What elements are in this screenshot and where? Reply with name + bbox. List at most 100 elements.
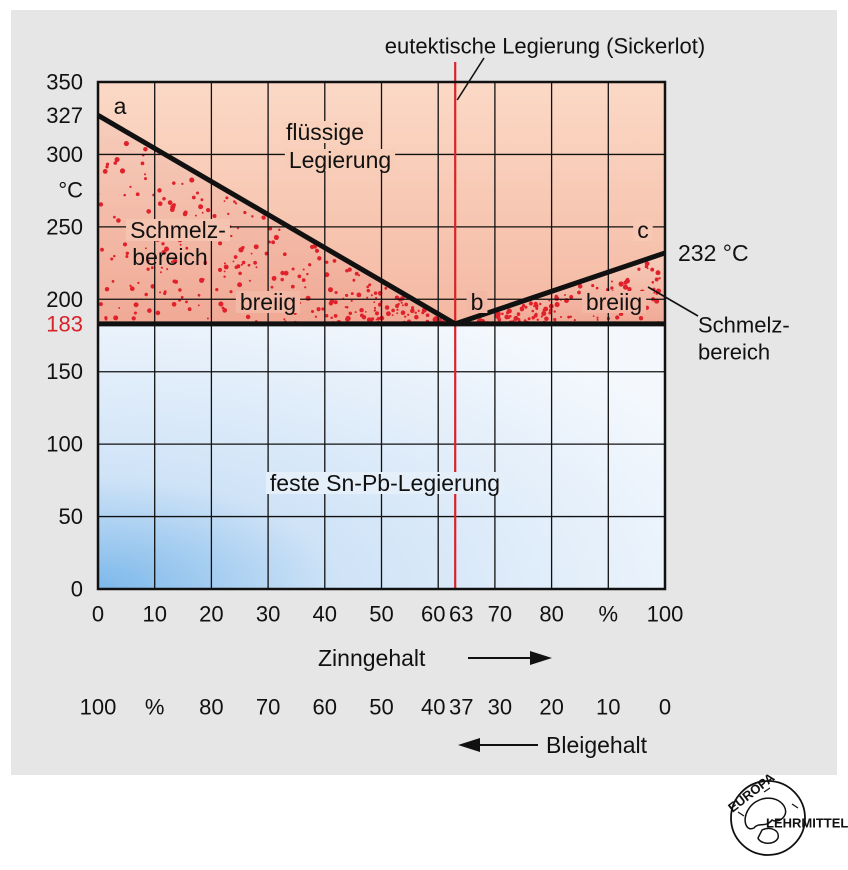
melt-dot [573,318,576,322]
melt-dot [618,281,624,287]
melt-dot [512,319,515,322]
melt-dot [535,307,539,310]
melt-dot [391,308,395,313]
y-tick-label: 0 [71,577,83,602]
melt-dot [596,316,599,319]
melt-dot [242,246,245,249]
melt-dot [333,300,338,305]
melt-dot [198,204,204,210]
melt-dot [113,254,116,258]
label-background [633,219,653,241]
melt-dot [528,301,533,306]
melt-dot [650,267,655,272]
melt-dot [122,242,128,247]
melt-dot [140,161,145,166]
label-background [265,472,505,494]
melt-dot [221,306,225,310]
melt-dot [366,288,371,293]
melt-dot [197,293,201,297]
mushy-left-label: bereich [132,244,207,270]
melt-dot [305,295,311,301]
melt-dot [531,309,535,313]
melt-dot [113,315,119,321]
y-tick-label: 200 [46,287,83,312]
x-tick-label: 30 [256,602,280,627]
x-tick-label: 80 [539,602,563,627]
melt-dot [324,272,330,278]
melt-dot [253,244,259,250]
melt-dot [105,165,109,169]
melt-dot [345,293,349,297]
melt-dot [191,195,196,200]
melt-dot [401,304,404,307]
melt-dot [223,200,226,203]
melt-dot [131,316,136,321]
melt-dot [212,213,217,219]
melt-dot [345,305,349,309]
melt-dot [359,313,364,318]
label-background [284,149,396,171]
axis-titles: Zinngehalt Bleigehalt [318,645,648,758]
melt-dot [133,311,137,315]
melt-dot [163,290,167,294]
melt-dot [189,177,195,183]
melt-dot [161,249,167,255]
x2-axis-arrow-head [458,738,480,752]
melt-dot [375,296,378,300]
melt-dot [172,258,178,264]
melt-dot [111,280,115,283]
liquid-label-text: Legierung [289,147,391,173]
melt-dot [400,301,403,304]
logo-right-text: LEHRMITTEL [766,816,848,831]
melt-dot [386,312,390,315]
melt-dot [144,247,147,250]
mushy-left-label-text: Schmelz- [130,217,226,243]
melt-dot [520,307,525,311]
melt-dot [527,317,531,321]
x2-tick-label: 100 [80,695,117,720]
mushy-right-annotation: Schmelz- [698,313,790,338]
melt-dot [297,274,302,279]
melt-dot [119,168,126,174]
melt-dot [306,272,309,276]
melt-dot [278,228,281,232]
melt-dot [564,294,566,296]
melt-dot [125,251,129,255]
label-background [581,291,647,313]
melt-dot [504,314,510,320]
melt-dot [350,292,354,296]
x-tick-label: 70 [488,602,512,627]
mushy-left-label: Schmelz- [126,217,230,243]
liquid-label: Legierung [284,147,396,173]
point-a-label-text: a [114,93,127,119]
point-b-label-text: b [471,289,484,315]
melt-dot [167,200,173,205]
x2-tick-label: 30 [488,695,512,720]
eutectic-annotation-leader [456,57,485,101]
melt-dot [248,279,251,282]
y-tick-label: 250 [46,214,83,239]
melt-dot [541,311,547,316]
melt-dot [554,318,557,321]
melt-dot [395,305,399,308]
melt-dot [539,302,542,306]
mushy-right-state-label: breiig [581,289,647,315]
melt-dot [227,212,230,216]
melt-dot [366,296,369,299]
melt-dot [241,260,246,265]
melt-dot [171,301,177,307]
y-tick-label-183: 183 [46,311,83,336]
melt-dot [596,318,599,321]
melt-dot [104,316,108,320]
melt-dot [200,198,204,202]
y-axis-ticks: 0 50 100 150 200 250 300 350 °C 327 183 [46,70,83,602]
x2-tick-label: 70 [256,695,280,720]
x-tick-label: % [599,602,619,627]
point-c-label-text: c [637,217,649,243]
melt-dot [233,255,238,259]
melt-dot [373,301,376,304]
melt-dot [123,193,126,197]
melt-dot [157,201,163,206]
melt-dot [627,287,632,292]
melt-dot [135,192,140,197]
